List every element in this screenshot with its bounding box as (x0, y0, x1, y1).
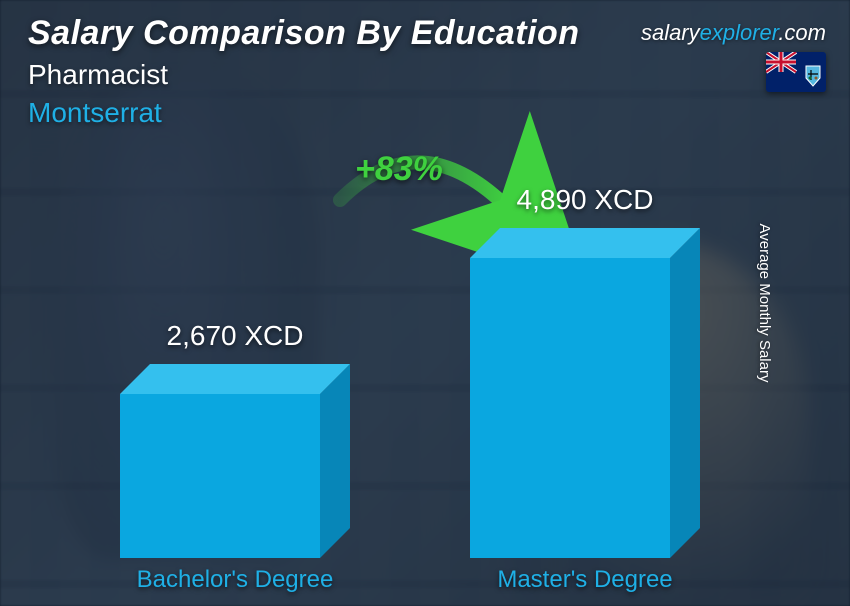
bar-top (470, 228, 700, 258)
bar-side (320, 364, 350, 558)
bar (120, 394, 350, 558)
y-axis-label: Average Monthly Salary (756, 224, 773, 383)
brand-mid: explorer (700, 20, 779, 45)
infographic-canvas: Salary Comparison By Education Pharmacis… (0, 0, 850, 606)
bar (470, 258, 700, 558)
bar-group: 4,890 XCD (470, 258, 700, 558)
bar-label: Master's Degree (455, 566, 715, 594)
country-flag-icon (766, 52, 826, 92)
bar-group: 2,670 XCD (120, 394, 350, 558)
bar-side (670, 228, 700, 558)
bar-label: Bachelor's Degree (105, 566, 365, 594)
delta-badge: +83% (355, 150, 443, 189)
brand-watermark: salaryexplorer.com (641, 20, 826, 46)
job-subtitle: Pharmacist (28, 59, 830, 91)
bar-value: 2,670 XCD (105, 320, 365, 352)
bar-value: 4,890 XCD (455, 184, 715, 216)
bar-front (120, 394, 320, 558)
country-name: Montserrat (28, 97, 830, 129)
brand-prefix: salary (641, 20, 700, 45)
bar-front (470, 258, 670, 558)
brand-suffix: .com (778, 20, 826, 45)
bar-top (120, 364, 350, 394)
